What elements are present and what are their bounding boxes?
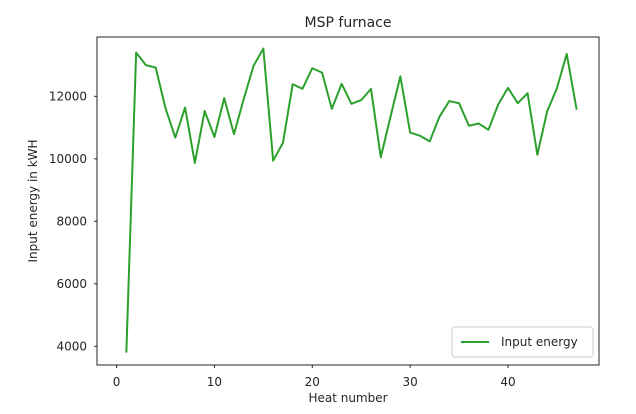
y-tick-label: 10000 xyxy=(49,152,87,166)
x-tick-label: 10 xyxy=(207,375,222,389)
x-axis-label: Heat number xyxy=(308,391,387,405)
plot-area xyxy=(96,36,600,366)
y-tick-label: 6000 xyxy=(56,277,87,291)
y-axis: 4000 6000 8000 10000 12000 xyxy=(49,89,97,353)
y-tick-label: 12000 xyxy=(49,89,87,103)
legend-label-input-energy: Input energy xyxy=(501,335,578,349)
x-tick-label: 0 xyxy=(113,375,121,389)
legend: Input energy xyxy=(451,326,594,358)
y-axis-label: Input energy in kWH xyxy=(26,139,40,262)
series-layer xyxy=(125,47,578,353)
y-tick-label: 4000 xyxy=(56,339,87,353)
legend-box xyxy=(451,326,594,358)
y-tick-label: 8000 xyxy=(56,214,87,228)
x-tick-label: 40 xyxy=(500,375,515,389)
x-axis: 0 10 20 30 40 xyxy=(113,365,516,389)
x-tick-label: 20 xyxy=(305,375,320,389)
chart-title: MSP furnace xyxy=(305,15,392,31)
x-tick-label: 30 xyxy=(402,375,417,389)
